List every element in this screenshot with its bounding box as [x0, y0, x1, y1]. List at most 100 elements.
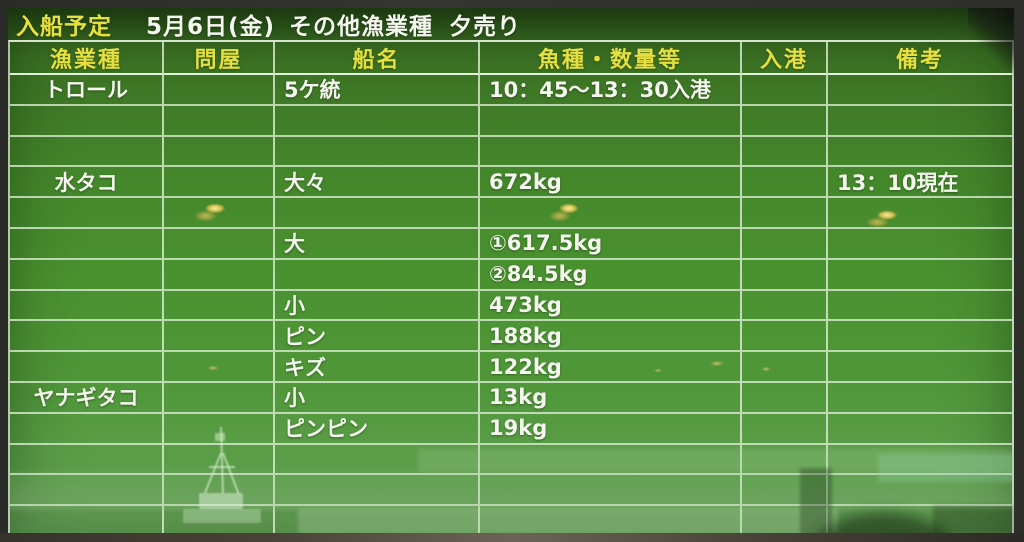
table-cell-r5c1 — [164, 228, 275, 260]
table-cell-r9c1 — [164, 352, 275, 383]
table-cell-r14c1 — [164, 506, 275, 535]
table-cell-r8c0 — [10, 321, 164, 353]
table-cell-r8c2: ピン — [275, 321, 480, 353]
table-cell-r3c5: 13：10現在 — [828, 167, 1014, 199]
title-bar: 入船予定 5月6日(金) その他漁業種 夕売り — [8, 8, 1014, 40]
table-cell-r1c1 — [164, 105, 275, 137]
table-cell-r1c3 — [480, 105, 742, 137]
table-cell-r8c3: 188kg — [480, 321, 742, 353]
table-cell-r9c0 — [10, 352, 164, 383]
table-cell-r0c1 — [164, 75, 275, 106]
table-cell-r6c3: ②84.5kg — [480, 259, 742, 291]
table-cell-r8c4 — [742, 321, 828, 353]
table-cell-r4c5 — [828, 198, 1014, 229]
table-cell-r5c3: ①617.5kg — [480, 228, 742, 260]
table-cell-r4c3 — [480, 198, 742, 229]
table-cell-r0c5 — [828, 75, 1014, 106]
header-wholesaler: 問屋 — [164, 42, 275, 75]
table-cell-r13c4 — [742, 475, 828, 507]
table-cell-r12c3 — [480, 444, 742, 476]
table-cell-r0c4 — [742, 75, 828, 106]
table-cell-r0c2: 5ケ統 — [275, 75, 480, 106]
table-cell-r4c0 — [10, 198, 164, 229]
table-cell-r2c0 — [10, 136, 164, 168]
table-cell-r14c3 — [480, 506, 742, 535]
table-cell-r14c2 — [275, 506, 480, 535]
table-cell-r1c0 — [10, 105, 164, 137]
table-cell-r1c5 — [828, 105, 1014, 137]
table-cell-r3c1 — [164, 167, 275, 199]
table-cell-r4c1 — [164, 198, 275, 229]
table-cell-r9c4 — [742, 352, 828, 383]
bottom-bezel — [0, 533, 1024, 542]
header-port-entry: 入港 — [742, 42, 828, 75]
table-cell-r0c3: 10：45～13：30入港 — [480, 75, 742, 106]
table-cell-r5c0 — [10, 228, 164, 260]
table-cell-r13c3 — [480, 475, 742, 507]
table-cell-r3c3: 672kg — [480, 167, 742, 199]
table-cell-r2c5 — [828, 136, 1014, 168]
table-cell-r1c2 — [275, 105, 480, 137]
screen-corner-shadow — [968, 8, 1014, 78]
table-cell-r13c2 — [275, 475, 480, 507]
table-cell-r11c0 — [10, 413, 164, 445]
table-cell-r11c5 — [828, 413, 1014, 445]
table-cell-r12c1 — [164, 444, 275, 476]
table-cell-r10c1 — [164, 382, 275, 414]
table-cell-r10c5 — [828, 382, 1014, 414]
table-cell-r6c4 — [742, 259, 828, 291]
header-species-quantity: 魚種・数量等 — [480, 42, 742, 75]
table-cell-r4c2 — [275, 198, 480, 229]
table-cell-r13c0 — [10, 475, 164, 507]
table-cell-r14c5 — [828, 506, 1014, 535]
table-cell-r12c5 — [828, 444, 1014, 476]
table-cell-r6c2 — [275, 259, 480, 291]
table-cell-r2c2 — [275, 136, 480, 168]
header-ship-name: 船名 — [275, 42, 480, 75]
table-cell-r8c1 — [164, 321, 275, 353]
table-cell-r3c0: 水タコ — [10, 167, 164, 199]
table-cell-r4c4 — [742, 198, 828, 229]
table-cell-r9c2: キズ — [275, 352, 480, 383]
table-cell-r0c0: トロール — [10, 75, 164, 106]
table-cell-r11c1 — [164, 413, 275, 445]
table-cell-r7c2: 小 — [275, 290, 480, 322]
table-cell-r7c3: 473kg — [480, 290, 742, 322]
table-cell-r6c0 — [10, 259, 164, 291]
table-cell-r14c4 — [742, 506, 828, 535]
table-cell-r3c2: 大々 — [275, 167, 480, 199]
table-cell-r6c1 — [164, 259, 275, 291]
table-cell-r10c4 — [742, 382, 828, 414]
table-cell-r7c1 — [164, 290, 275, 322]
table-cell-r11c4 — [742, 413, 828, 445]
table-cell-r12c2 — [275, 444, 480, 476]
board-sale-label: 夕売り — [449, 14, 522, 40]
table-cell-r2c3 — [480, 136, 742, 168]
table-cell-r5c2: 大 — [275, 228, 480, 260]
arrival-board-screen: 入船予定 5月6日(金) その他漁業種 夕売り 漁業種 問屋 船名 魚種・数量等… — [8, 8, 1014, 535]
table-cell-r11c3: 19kg — [480, 413, 742, 445]
table-cell-r11c2: ピンピン — [275, 413, 480, 445]
table-cell-r13c1 — [164, 475, 275, 507]
table-cell-r7c4 — [742, 290, 828, 322]
table-cell-r9c3: 122kg — [480, 352, 742, 383]
board-title: 入船予定 — [16, 14, 112, 40]
table-cell-r5c5 — [828, 228, 1014, 260]
table-cell-r10c2: 小 — [275, 382, 480, 414]
header-fishery-type: 漁業種 — [10, 42, 164, 75]
board-date: 5月6日(金) — [146, 14, 276, 40]
table-cell-r9c5 — [828, 352, 1014, 383]
table-cell-r12c0 — [10, 444, 164, 476]
table-cell-r10c0: ヤナギタコ — [10, 382, 164, 414]
table-cell-r13c5 — [828, 475, 1014, 507]
table-cell-r12c4 — [742, 444, 828, 476]
table-cell-r10c3: 13kg — [480, 382, 742, 414]
table-cell-r14c0 — [10, 506, 164, 535]
table-cell-r1c4 — [742, 105, 828, 137]
board-category: その他漁業種 — [289, 14, 434, 40]
table-cell-r2c1 — [164, 136, 275, 168]
table-cell-r8c5 — [828, 321, 1014, 353]
table-cell-r7c0 — [10, 290, 164, 322]
table-cell-r2c4 — [742, 136, 828, 168]
